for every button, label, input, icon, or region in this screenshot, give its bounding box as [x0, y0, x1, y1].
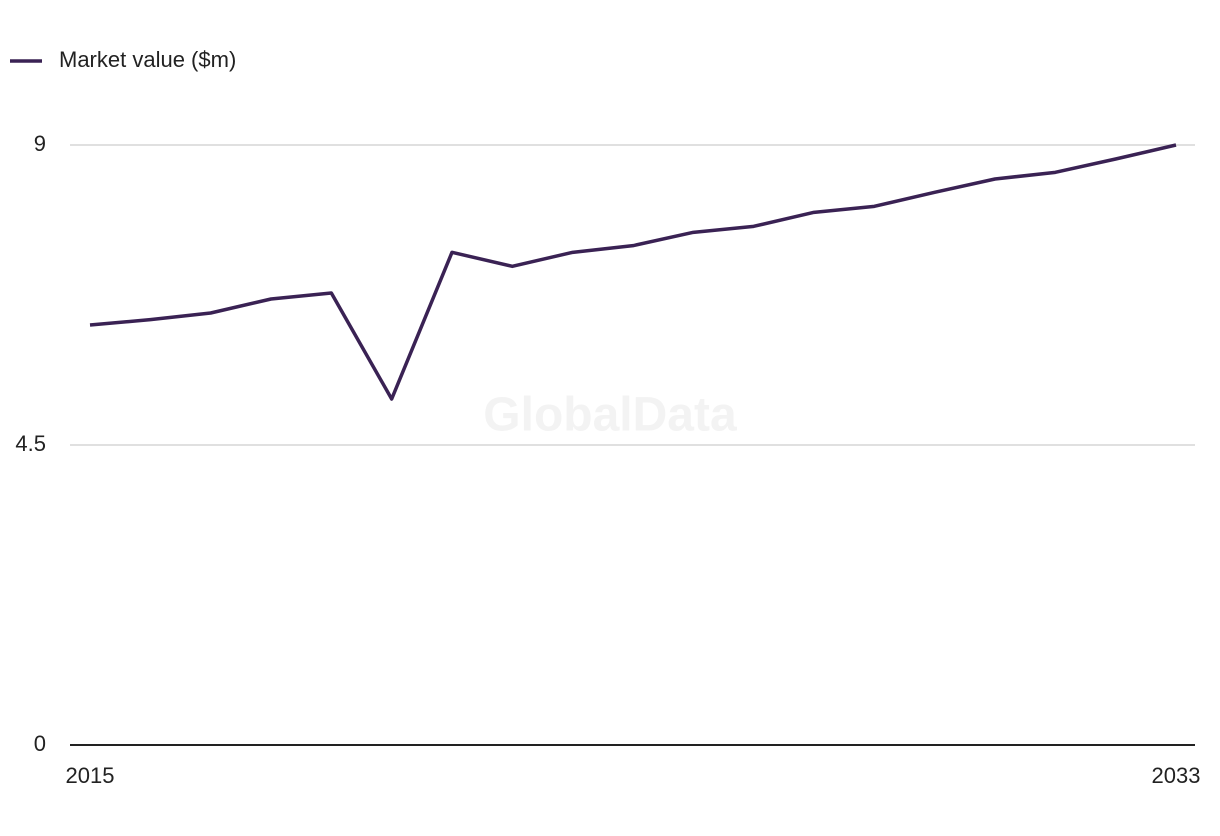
- y-tick-label: 4.5: [15, 431, 46, 456]
- y-tick-label: 0: [34, 731, 46, 756]
- watermark: GlobalData: [483, 389, 737, 442]
- x-tick-label: 2033: [1152, 763, 1201, 788]
- data-line: [89, 143, 1177, 401]
- legend-label: Market value ($m): [59, 47, 236, 72]
- x-tick-label: 2015: [66, 763, 115, 788]
- y-tick-label: 9: [34, 131, 46, 156]
